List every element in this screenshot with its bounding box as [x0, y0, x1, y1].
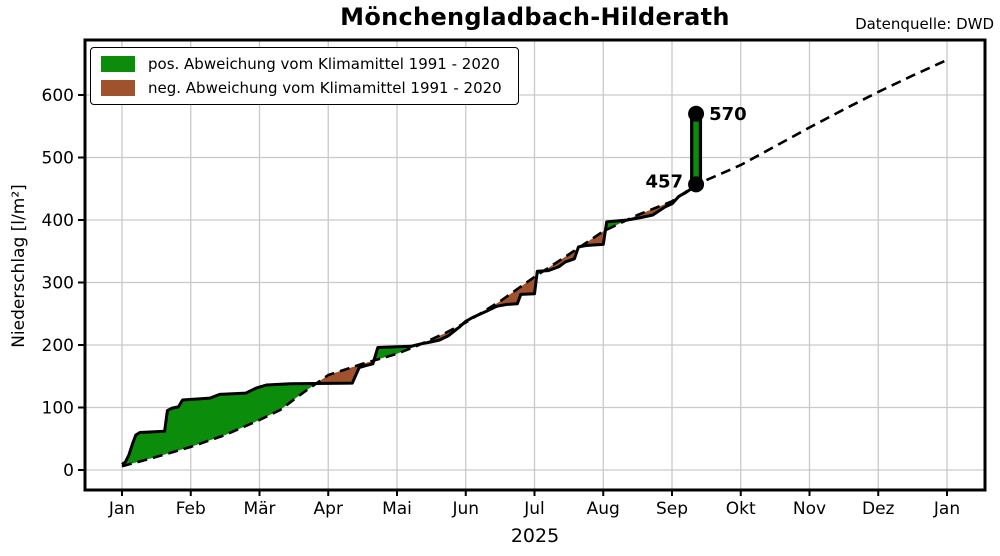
data-source-note: Datenquelle: DWD: [855, 15, 994, 33]
negative-deviation-swatch-icon: [101, 80, 135, 96]
y-tick-label: 200: [42, 336, 74, 356]
page-title: Mönchengladbach-Hilderath: [340, 3, 730, 31]
positive-deviation-swatch-icon: [101, 56, 135, 72]
y-tick-label: 100: [42, 399, 74, 419]
x-tick-label: Okt: [726, 499, 756, 519]
x-tick-label: Dez: [862, 499, 895, 519]
climate-mean-line: [121, 58, 948, 468]
legend-item-positive: pos. Abweichung vom Klimamittel 1991 - 2…: [101, 55, 502, 73]
x-tick-label: Aug: [587, 499, 620, 519]
negative-deviation-area: [316, 360, 374, 384]
x-tick-label: Jul: [523, 499, 545, 519]
legend-label-negative: neg. Abweichung vom Klimamittel 1991 - 2…: [148, 79, 502, 97]
x-tick-label: Apr: [314, 499, 343, 519]
x-tick-label: Jan: [108, 499, 135, 519]
y-tick-label: 0: [63, 461, 74, 481]
cumulative-precip-line: [121, 113, 699, 466]
climate-to-date-label: 457: [645, 171, 683, 192]
current-total-dot: [688, 105, 705, 122]
y-tick-label: 600: [42, 86, 74, 106]
x-tick-label: Mai: [382, 499, 412, 519]
y-tick-label: 500: [42, 149, 74, 169]
x-tick-label: Jun: [451, 499, 479, 519]
climate-to-date-dot: [688, 176, 705, 193]
negative-deviation-area: [422, 324, 463, 344]
x-tick-label: Nov: [793, 499, 826, 519]
year-label: 2025: [511, 525, 559, 547]
y-tick-label: 400: [42, 211, 74, 231]
negative-deviation-area: [580, 228, 606, 247]
legend-item-negative: neg. Abweichung vom Klimamittel 1991 - 2…: [101, 79, 502, 97]
x-tick-label: Feb: [176, 499, 206, 519]
legend-label-positive: pos. Abweichung vom Klimamittel 1991 - 2…: [148, 55, 500, 73]
x-tick-label: Jan: [933, 499, 960, 519]
legend-box: pos. Abweichung vom Klimamittel 1991 - 2…: [90, 47, 519, 105]
x-tick-label: Sep: [656, 499, 688, 519]
positive-deviation-area: [122, 383, 317, 467]
x-tick-label: Mär: [243, 499, 275, 519]
y-tick-label: 300: [42, 274, 74, 294]
current-total-label: 570: [709, 104, 747, 125]
